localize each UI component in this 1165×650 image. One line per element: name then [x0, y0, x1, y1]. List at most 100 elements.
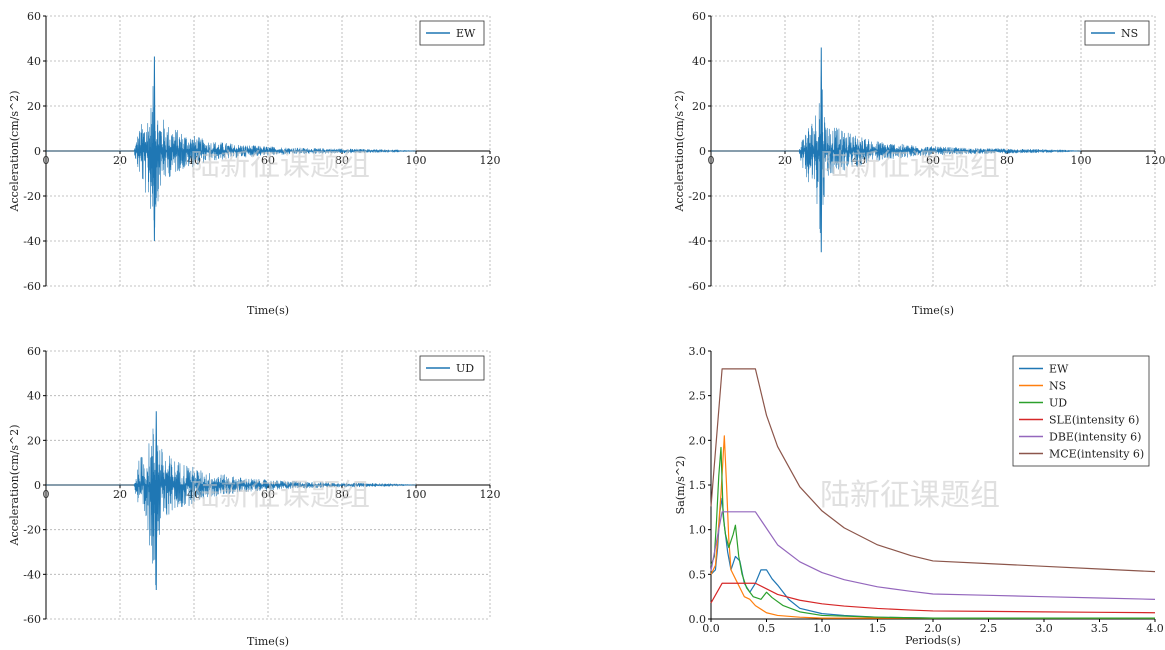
y-tick-label: 20	[27, 434, 41, 447]
y-axis-label: Acceleration(cm/s^2)	[8, 90, 21, 212]
x-tick-label: 60	[261, 488, 275, 501]
x-tick-label: 2.5	[980, 622, 998, 635]
y-tick-label: 2.5	[689, 390, 707, 403]
x-axis-label: Time(s)	[912, 304, 954, 317]
y-tick-label: -60	[23, 280, 41, 293]
legend-label: UD	[1049, 397, 1067, 410]
x-tick-label: 0.0	[702, 622, 720, 635]
legend-box	[1012, 355, 1150, 467]
legend-label: EW	[1049, 363, 1069, 376]
y-tick-label: 2.0	[689, 434, 707, 447]
x-tick-label: 100	[406, 154, 427, 167]
y-tick-label: -60	[23, 613, 41, 626]
x-tick-label: 0	[43, 154, 50, 167]
x-tick-label: 80	[1000, 154, 1014, 167]
legend-label: EW	[456, 27, 476, 40]
y-tick-label: -40	[688, 235, 706, 248]
x-tick-label: 80	[335, 488, 349, 501]
y-tick-label: 0.5	[689, 568, 707, 581]
legend-label: NS	[1049, 380, 1066, 393]
x-tick-label: 1.0	[813, 622, 831, 635]
y-tick-label: -20	[23, 190, 41, 203]
y-tick-label: 0	[34, 479, 41, 492]
y-tick-label: -60	[688, 280, 706, 293]
y-tick-label: -20	[688, 190, 706, 203]
x-tick-label: 0	[708, 154, 715, 167]
y-axis-label: Acceleration(cm/s^2)	[673, 90, 686, 212]
legend-box	[419, 20, 485, 46]
y-tick-label: 0	[699, 145, 706, 158]
y-tick-label: 3.0	[689, 345, 707, 358]
x-tick-label: 20	[778, 154, 792, 167]
x-tick-label: 2.0	[924, 622, 942, 635]
y-tick-label: 20	[27, 100, 41, 113]
watermarks: 陆新征课题组 陆新征课题组 陆新征课题组 陆新征课题组	[190, 148, 1000, 513]
x-tick-label: 20	[113, 154, 127, 167]
legend-box	[419, 355, 485, 381]
series-line-dbe-intensity-6-	[710, 511, 1156, 600]
x-tick-label: 100	[406, 488, 427, 501]
watermark-spectrum: 陆新征课题组	[820, 478, 1000, 513]
series-line-ew	[46, 86, 417, 228]
x-tick-label: 4.0	[1146, 622, 1164, 635]
series-line-sle-intensity-6-	[710, 582, 1156, 614]
x-tick-label: 3.0	[1035, 622, 1053, 635]
series-group	[46, 56, 417, 242]
y-tick-label: 60	[27, 345, 41, 358]
legend-label: SLE(intensity 6)	[1049, 414, 1139, 427]
series-line-ud	[710, 446, 1155, 619]
x-tick-label: 20	[113, 488, 127, 501]
y-axis-label: Acceleration(cm/s^2)	[8, 424, 21, 546]
y-tick-label: -40	[23, 235, 41, 248]
y-tick-label: 60	[692, 10, 706, 23]
series-group	[711, 47, 1082, 253]
series-line-mce-intensity-6-	[710, 368, 1156, 573]
y-tick-label: 1.5	[689, 479, 707, 492]
series-line-ew	[710, 497, 1155, 619]
y-tick-label: 0.0	[689, 613, 707, 626]
y-tick-label: -20	[23, 524, 41, 537]
series-line-ud	[46, 428, 417, 586]
y-tick-label: 20	[692, 100, 706, 113]
legend-label: UD	[456, 362, 474, 375]
y-tick-label: -40	[23, 568, 41, 581]
y-axis-label: Sa(m/s^2)	[674, 456, 687, 515]
legend-label: NS	[1121, 27, 1138, 40]
x-tick-label: 0.5	[758, 622, 776, 635]
x-tick-label: 120	[480, 154, 501, 167]
y-tick-label: 40	[27, 390, 41, 403]
x-tick-label: 120	[1145, 154, 1165, 167]
legend: EW NS UD SLE(intensity 6) DBE(intensity 6) MC…	[1012, 355, 1150, 467]
y-tick-label: 40	[27, 55, 41, 68]
watermark-ud: 陆新征课题组	[190, 478, 370, 513]
y-tick-label: 40	[692, 55, 706, 68]
legend: UD	[419, 355, 485, 381]
x-tick-label: 60	[926, 154, 940, 167]
x-axis-label: Time(s)	[247, 635, 289, 648]
x-tick-label: 0	[43, 488, 50, 501]
watermark-ns: 陆新征课题组	[820, 148, 1000, 183]
x-tick-label: 1.5	[869, 622, 887, 635]
x-tick-label: 60	[261, 154, 275, 167]
y-tick-label: 60	[27, 10, 41, 23]
x-tick-label: 3.5	[1091, 622, 1109, 635]
legend: EW	[419, 20, 485, 46]
chart-panel-spectrum: 0.0 0.5 1.0 1.5 2.0 2.5 3.0 0.0 0.5 1.0 1.5 2.0 2.5 3…	[674, 345, 1164, 647]
legend-label: DBE(intensity 6)	[1049, 431, 1141, 444]
y-tick-label: 0	[34, 145, 41, 158]
legend: NS	[1084, 20, 1150, 46]
series-line-ns	[711, 76, 1082, 234]
x-tick-label: 80	[335, 154, 349, 167]
watermark-ew: 陆新征课题组	[190, 148, 370, 183]
y-tick-label: 1.0	[689, 524, 707, 537]
x-axis-label: Time(s)	[247, 304, 289, 317]
legend-label: MCE(intensity 6)	[1049, 448, 1144, 461]
series-group	[710, 368, 1156, 619]
x-axis-label: Periods(s)	[905, 634, 961, 647]
x-tick-label: 120	[480, 488, 501, 501]
